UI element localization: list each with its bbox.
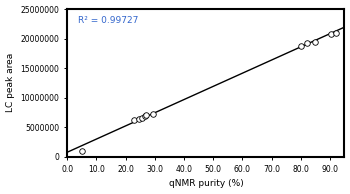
Text: R² = 0.99727: R² = 0.99727 [78, 16, 139, 25]
Point [139, 116, 145, 119]
Point [333, 31, 338, 34]
Point [142, 114, 147, 117]
Point [132, 118, 137, 121]
Point [143, 114, 149, 117]
Point [136, 117, 142, 120]
X-axis label: qNMR purity (%): qNMR purity (%) [168, 179, 243, 188]
Y-axis label: LC peak area: LC peak area [6, 53, 15, 113]
Point [329, 32, 334, 35]
Point [304, 42, 309, 45]
Point [79, 149, 85, 152]
Point [150, 113, 156, 116]
Point [298, 44, 303, 47]
Point [313, 40, 318, 43]
